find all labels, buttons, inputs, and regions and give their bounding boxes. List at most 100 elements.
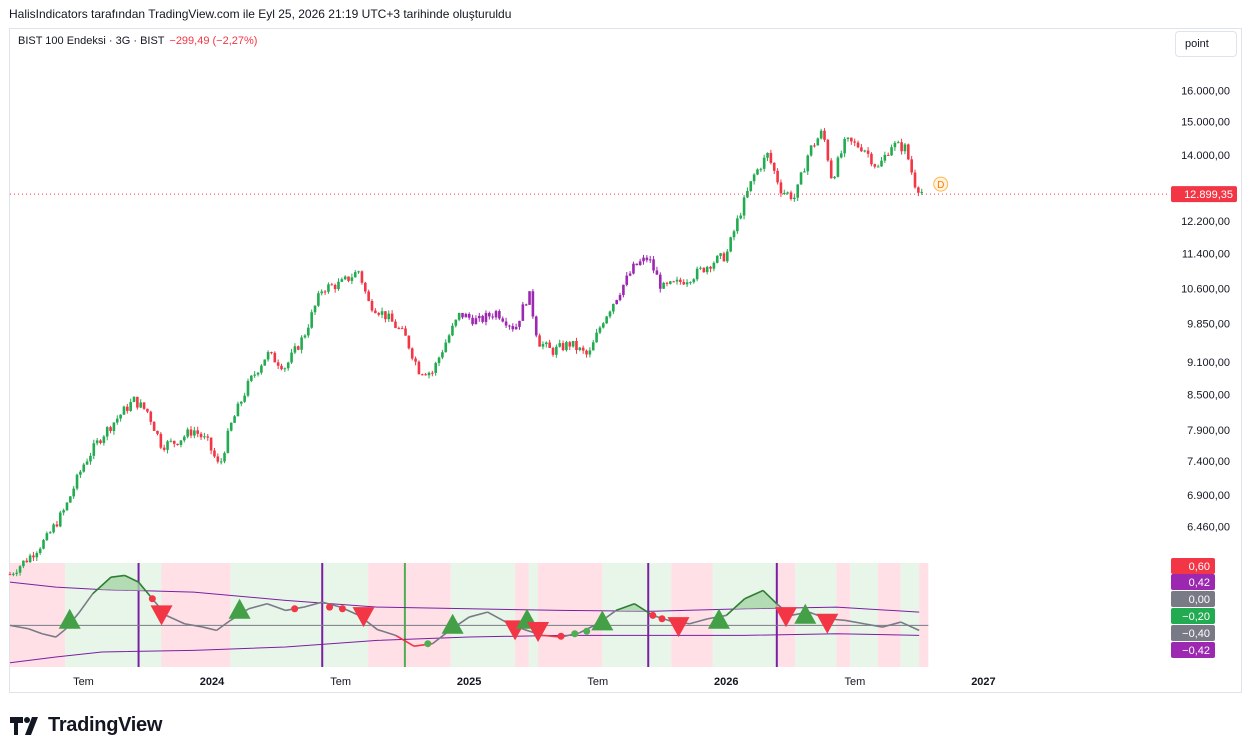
candle-body: [28, 555, 32, 563]
candle-body: [444, 342, 448, 353]
candle-body: [853, 141, 856, 143]
candle-body: [226, 430, 230, 453]
candle-body: [715, 255, 719, 263]
candle-body: [159, 433, 163, 448]
candle-body: [816, 138, 820, 146]
candle-body: [719, 253, 722, 256]
candle-body: [561, 343, 565, 351]
candle-body: [759, 168, 763, 170]
osc-value-badge: [1171, 591, 1215, 607]
osc-line-segment: [689, 617, 709, 625]
candle-body: [833, 176, 836, 179]
candle-body: [571, 340, 575, 347]
candle-body: [126, 406, 129, 411]
candle-body: [156, 430, 159, 434]
candle-body: [752, 174, 756, 182]
sell-signal-triangle: [352, 607, 375, 628]
osc-value-badge: [1171, 625, 1215, 641]
price-tick-label: 12.200,00: [1181, 216, 1230, 228]
candle-body: [209, 437, 213, 451]
osc-region-bear: [161, 563, 231, 667]
price-tick-label: 15.000,00: [1181, 117, 1230, 129]
tradingview-logo[interactable]: TradingView: [10, 714, 162, 737]
candle-body: [766, 152, 769, 158]
candle-body: [48, 532, 52, 534]
osc-region-bear: [10, 563, 66, 667]
time-tick-label: Tem: [73, 676, 94, 688]
osc-region-bull: [850, 563, 878, 667]
candle-body: [410, 348, 414, 359]
candle-body: [638, 261, 642, 266]
candle-body: [689, 282, 692, 284]
candle-body: [260, 365, 263, 373]
candle-body: [193, 430, 196, 436]
osc-line-segment: [28, 627, 43, 635]
candle-body: [186, 429, 189, 437]
candle-body: [511, 326, 515, 330]
candle-body: [296, 346, 300, 350]
osc-dot: [571, 630, 579, 638]
price-tick-label: 10.600,00: [1181, 283, 1230, 295]
candle-body: [102, 436, 106, 443]
candle-body: [343, 276, 347, 280]
candle-body: [377, 313, 381, 315]
osc-line-segment: [377, 628, 396, 637]
candle-body: [508, 325, 511, 327]
osc-line-segment: [303, 601, 323, 608]
candle-body: [588, 350, 592, 355]
candle-body: [357, 271, 360, 273]
candle-body: [457, 312, 461, 320]
candle-body: [420, 374, 424, 376]
candle-body: [323, 291, 327, 293]
osc-region-bull: [602, 563, 672, 667]
candle-body: [286, 362, 290, 369]
candle-body: [350, 277, 354, 281]
scale-mode-button[interactable]: point: [1175, 31, 1237, 57]
buy-signal-triangle: [794, 603, 817, 624]
candle-body: [196, 430, 200, 434]
candle-body: [917, 187, 920, 193]
candle-body: [400, 328, 404, 330]
osc-dot: [291, 605, 299, 613]
candle-body: [669, 281, 672, 284]
osc-region-bear: [671, 563, 713, 667]
osc-line-segment: [165, 614, 185, 625]
osc-region-bear: [538, 563, 603, 667]
candle-body: [12, 573, 15, 575]
candle-body: [387, 313, 391, 320]
candle-body: [551, 347, 555, 355]
candle-body: [307, 327, 310, 336]
candle-body: [390, 313, 394, 322]
candle-body: [863, 150, 867, 152]
candle-body: [166, 441, 169, 450]
osc-region-bull: [450, 563, 516, 667]
osc-line-segment: [124, 574, 139, 583]
price-tick-label: 6.900,00: [1187, 490, 1230, 502]
candle-body: [615, 300, 618, 304]
candle-body: [139, 402, 143, 408]
osc-line-segment: [634, 603, 654, 617]
symbol-legend[interactable]: BIST 100 Endeksi · 3G · BIST −299,49 (−2…: [18, 35, 257, 47]
candle-body: [856, 142, 860, 148]
candle-body: [58, 512, 62, 527]
time-tick-label: Tem: [844, 676, 865, 688]
price-tick-label: 8.500,00: [1187, 390, 1230, 402]
sell-signal-triangle: [150, 605, 173, 626]
candle-body: [665, 282, 669, 284]
candle-body: [548, 342, 551, 348]
candle-body: [826, 139, 830, 161]
osc-line-segment: [744, 589, 764, 600]
candle-body: [132, 396, 136, 403]
osc-value-label: 0,00: [1189, 594, 1210, 606]
candle-body: [498, 311, 501, 319]
candle-body: [860, 147, 863, 152]
candle-body: [920, 191, 924, 193]
osc-line-segment: [9, 624, 29, 630]
candle-body: [739, 215, 743, 219]
candle-body: [749, 181, 753, 191]
candle-body: [25, 560, 29, 563]
candle-body: [692, 279, 696, 283]
candle-body: [42, 540, 45, 549]
candle-body: [705, 266, 709, 273]
